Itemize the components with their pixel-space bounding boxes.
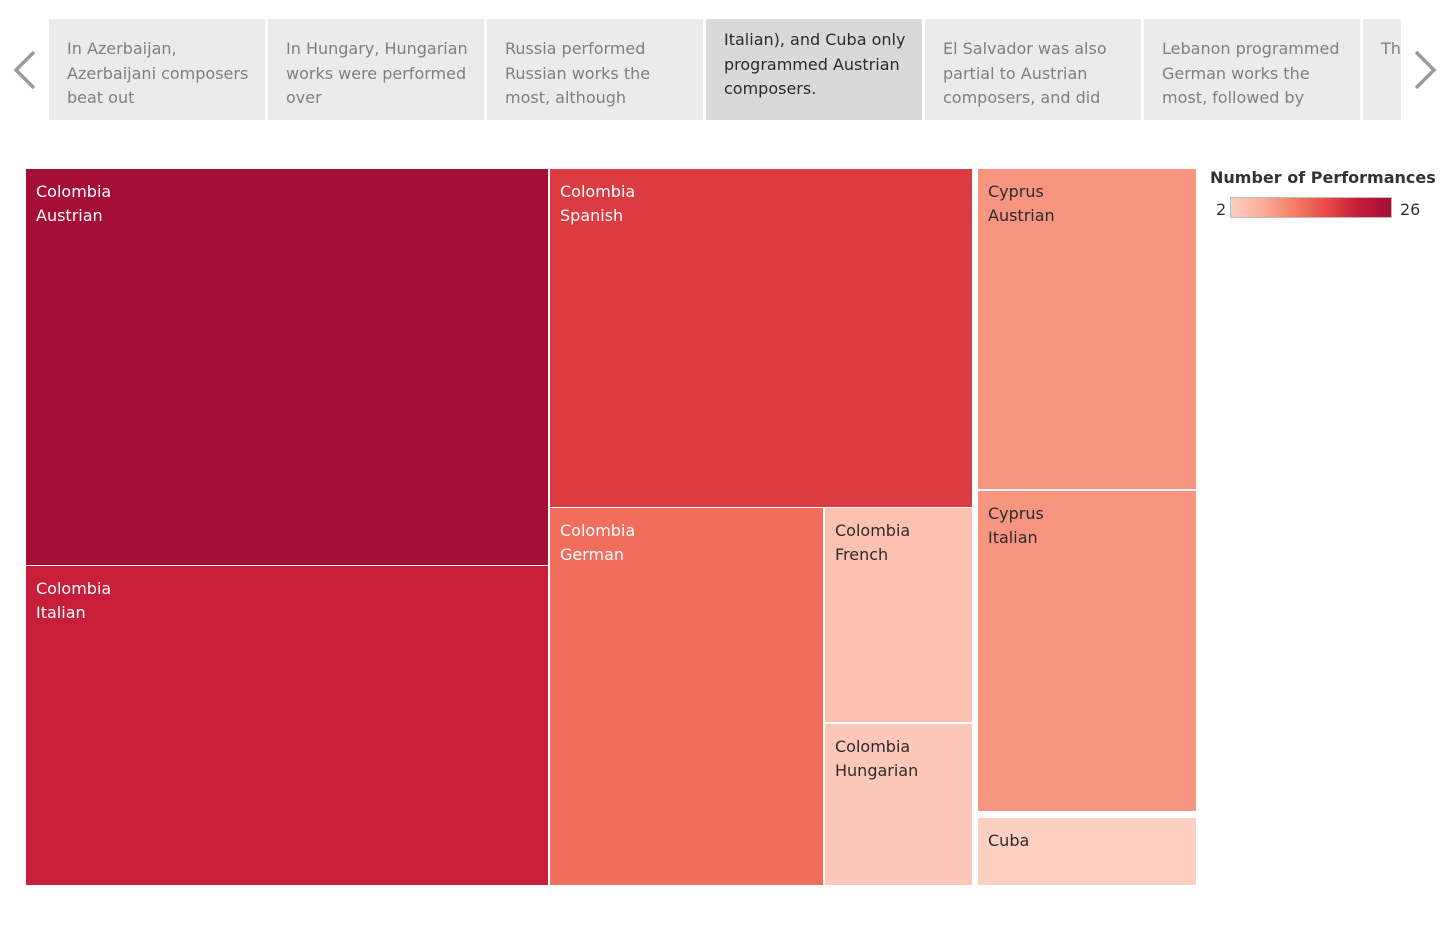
- previous-story-point-button[interactable]: [4, 40, 44, 100]
- legend-max-label: 26: [1400, 200, 1421, 219]
- legend-min-label: 2: [1216, 200, 1227, 219]
- treemap-tile-cyprus-austrian[interactable]: [978, 169, 1196, 489]
- chevron-left-icon: [13, 50, 36, 90]
- story-point-6[interactable]: Lebanon programmed German works the most…: [1144, 19, 1360, 120]
- chevron-right-icon: [1414, 50, 1437, 90]
- story-point-text: Th Th the: [1381, 39, 1401, 58]
- color-legend: Number of Performances 2 26: [1210, 168, 1450, 228]
- story-point-3[interactable]: Russia performed Russian works the most,…: [487, 19, 703, 120]
- next-story-point-button[interactable]: [1406, 40, 1446, 100]
- story-point-text: El Salvador was also partial to Austrian…: [943, 39, 1107, 107]
- treemap-tile-colombia-german[interactable]: [550, 508, 823, 885]
- treemap-tile-cuba[interactable]: [978, 818, 1196, 885]
- story-point-1[interactable]: In Azerbaijan, Azerbaijani composers bea…: [49, 19, 265, 120]
- treemap-tile-cyprus-italian[interactable]: [978, 491, 1196, 811]
- story-point-text: In Hungary, Hungarian works were perform…: [286, 39, 468, 107]
- story-point-text: Italian), and Cuba only programmed Austr…: [724, 30, 906, 98]
- story-point-strip: In Azerbaijan, Azerbaijani composers bea…: [49, 19, 1401, 120]
- story-point-text: In Azerbaijan, Azerbaijani composers bea…: [67, 39, 249, 107]
- treemap-tile-colombia-italian[interactable]: [26, 566, 548, 885]
- story-point-2[interactable]: In Hungary, Hungarian works were perform…: [268, 19, 484, 120]
- story-point-5[interactable]: El Salvador was also partial to Austrian…: [925, 19, 1141, 120]
- legend-title: Number of Performances: [1210, 168, 1436, 187]
- story-point-4[interactable]: Italian), and Cuba only programmed Austr…: [706, 19, 922, 120]
- legend-gradient-bar: [1230, 197, 1392, 218]
- story-point-7[interactable]: Th Th the: [1363, 19, 1401, 120]
- story-point-text: Lebanon programmed German works the most…: [1162, 39, 1340, 107]
- treemap-tile-colombia-austrian[interactable]: [26, 169, 548, 565]
- treemap-tile-colombia-hungarian[interactable]: [825, 724, 972, 885]
- story-point-text: Russia performed Russian works the most,…: [505, 39, 651, 107]
- treemap-tile-colombia-spanish[interactable]: [550, 169, 972, 507]
- treemap-tile-colombia-french[interactable]: [825, 508, 972, 722]
